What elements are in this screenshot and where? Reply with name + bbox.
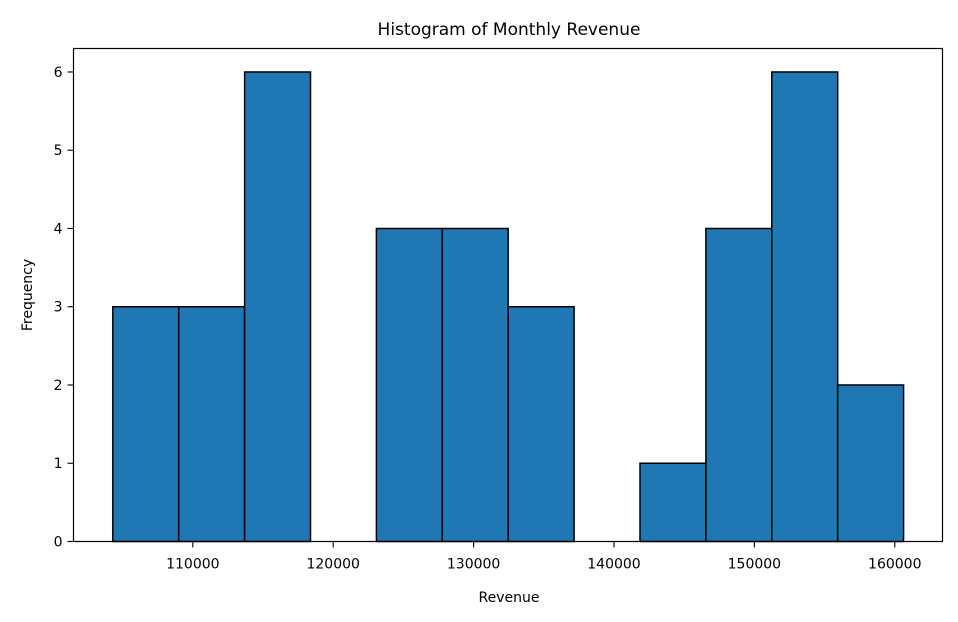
chart-title: Histogram of Monthly Revenue: [378, 20, 641, 40]
y-tick-label: 0: [54, 535, 63, 551]
histogram-bar: [112, 305, 180, 543]
y-tick-label: 2: [54, 378, 63, 394]
histogram-bar: [836, 384, 905, 543]
x-tick-label: 160000: [868, 557, 921, 573]
bars-group: [112, 71, 905, 543]
x-tick-label: 140000: [587, 557, 640, 573]
y-tick-label: 1: [54, 456, 63, 472]
y-tick-label: 5: [54, 143, 63, 159]
y-tick-label: 4: [54, 221, 63, 237]
y-axis-ticks: 0 1 2 3 4 5 6: [54, 65, 74, 551]
x-tick-label: 130000: [447, 557, 500, 573]
y-tick-label: 3: [54, 300, 63, 316]
x-tick-label: 150000: [728, 557, 781, 573]
plot-frame: [72, 47, 944, 543]
x-axis-ticks: 110000 120000 130000 140000 150000 160000: [166, 541, 921, 573]
histogram-bar: [705, 227, 773, 543]
histogram-bar: [771, 71, 839, 543]
y-tick-label: 6: [54, 65, 63, 81]
histogram-bar: [375, 227, 444, 543]
y-axis-label: Frequency: [20, 259, 36, 331]
histogram-bar: [243, 71, 312, 543]
x-tick-label: 110000: [166, 557, 219, 573]
histogram-bar: [639, 462, 707, 543]
histogram-bar: [177, 305, 246, 543]
x-tick-label: 120000: [306, 557, 359, 573]
x-axis-label: Revenue: [479, 590, 540, 606]
histogram-bar: [507, 305, 575, 543]
histogram-bar: [441, 227, 509, 543]
